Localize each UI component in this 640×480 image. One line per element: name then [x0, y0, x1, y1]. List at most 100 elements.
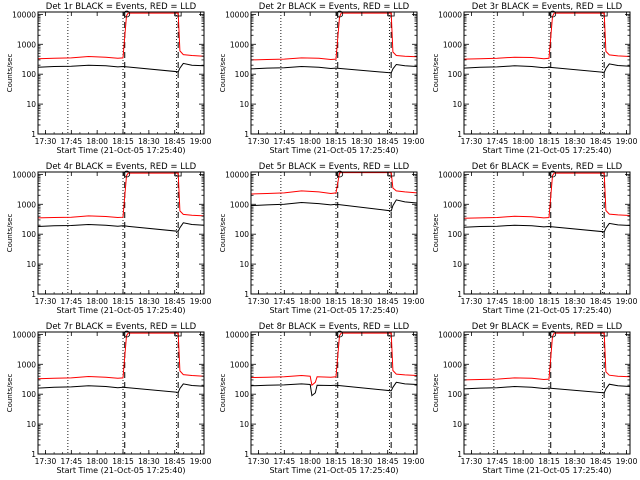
y-tick-label: 1000: [17, 40, 36, 49]
y-tick-label: 1000: [230, 200, 249, 209]
x-tick-label: 18:00: [299, 137, 321, 146]
x-tick-label: 17:45: [487, 297, 509, 306]
y-tick-label: 1: [31, 130, 36, 139]
panel-title: Det 6r BLACK = Events, RED = LLD: [472, 162, 623, 172]
y-tick-label: 100: [448, 390, 463, 399]
x-tick-label: 18:30: [138, 457, 160, 466]
y-tick-label: 10000: [438, 170, 462, 179]
panel-det-7: Det 7r BLACK = Events, RED = LLD 1 10 100 10…: [6, 322, 212, 475]
x-axis-label: Start Time (21-Oct-05 17:25:40): [56, 306, 185, 315]
x-tick-label: 18:30: [564, 297, 586, 306]
panel-det-6: Det 6r BLACK = Events, RED = LLD 1 10 100 10…: [432, 162, 638, 315]
x-tick-label: 18:15: [538, 457, 560, 466]
panel-title: Det 4r BLACK = Events, RED = LLD: [46, 162, 197, 172]
y-tick-label: 10: [239, 100, 249, 109]
y-axis-label: Counts/sec: [6, 54, 14, 93]
y-tick-label: 1: [244, 290, 249, 299]
x-tick-label: 18:30: [564, 137, 586, 146]
spike-marker: [123, 10, 131, 18]
x-tick-label: 17:30: [461, 457, 483, 466]
x-tick-label: 17:30: [461, 297, 483, 306]
panel-det-4: Det 4r BLACK = Events, RED = LLD 1 10 100 10…: [6, 162, 212, 315]
x-tick-label: 18:00: [512, 137, 534, 146]
y-axis-label: Counts/sec: [219, 374, 227, 413]
y-tick-label: 1000: [443, 200, 462, 209]
x-tick-label: 18:00: [86, 297, 108, 306]
lld-rate-line: [37, 332, 205, 380]
events-rate-line: [250, 381, 418, 397]
panel-det-2: Det 2r BLACK = Events, RED = LLD 1 10 100 10…: [219, 2, 425, 155]
x-axis-label: Start Time (21-Oct-05 17:25:40): [56, 466, 185, 475]
plot-frame: [37, 171, 205, 295]
x-tick-label: 19:00: [403, 137, 425, 146]
x-tick-label: 17:45: [487, 137, 509, 146]
y-tick-label: 1: [457, 290, 462, 299]
x-tick-label: 17:30: [248, 137, 270, 146]
y-axis-label: Counts/sec: [6, 374, 14, 413]
y-axis-label: Counts/sec: [432, 54, 440, 93]
x-tick-label: 17:30: [461, 137, 483, 146]
y-tick-label: 1: [244, 450, 249, 459]
lld-rate-line: [250, 172, 418, 195]
x-tick-label: 18:00: [512, 457, 534, 466]
x-tick-label: 17:45: [61, 457, 83, 466]
spike-marker: [549, 330, 557, 338]
panel-title: Det 2r BLACK = Events, RED = LLD: [259, 2, 410, 12]
events-rate-line: [463, 63, 631, 73]
x-axis-label: Start Time (21-Oct-05 17:25:40): [482, 466, 611, 475]
y-tick-label: 100: [22, 390, 37, 399]
panel-title: Det 7r BLACK = Events, RED = LLD: [46, 322, 197, 332]
y-axis-label: Counts/sec: [219, 214, 227, 253]
x-tick-label: 18:15: [112, 137, 134, 146]
y-tick-label: 10: [452, 100, 462, 109]
x-axis-label: Start Time (21-Oct-05 17:25:40): [482, 146, 611, 155]
plot-frame: [250, 11, 418, 135]
spike-marker: [336, 170, 344, 178]
spike-marker: [336, 10, 344, 18]
y-tick-label: 100: [448, 230, 463, 239]
x-tick-label: 17:45: [274, 137, 296, 146]
y-tick-label: 1000: [443, 360, 462, 369]
x-tick-label: 18:45: [590, 137, 612, 146]
x-tick-label: 18:00: [86, 457, 108, 466]
x-tick-label: 18:30: [351, 457, 373, 466]
x-tick-label: 17:45: [61, 137, 83, 146]
lld-rate-line: [463, 12, 631, 60]
x-tick-label: 18:00: [299, 297, 321, 306]
y-tick-label: 1: [244, 130, 249, 139]
x-tick-label: 18:15: [538, 137, 560, 146]
spike-marker: [549, 10, 557, 18]
y-tick-label: 10000: [225, 330, 249, 339]
x-tick-label: 17:30: [248, 457, 270, 466]
lld-rate-line: [37, 172, 205, 219]
y-axis-label: Counts/sec: [432, 374, 440, 413]
y-tick-label: 1: [31, 450, 36, 459]
spike-marker: [123, 330, 131, 338]
y-tick-label: 1000: [17, 360, 36, 369]
events-rate-line: [463, 222, 631, 233]
y-tick-label: 10: [26, 100, 36, 109]
spike-marker: [123, 170, 131, 178]
y-tick-label: 10000: [12, 330, 36, 339]
y-tick-label: 100: [22, 70, 37, 79]
panel-det-1: Det 1r BLACK = Events, RED = LLD 1 10 100 10…: [6, 2, 212, 155]
x-tick-label: 19:00: [616, 457, 638, 466]
y-tick-label: 10000: [225, 10, 249, 19]
y-tick-label: 10000: [225, 170, 249, 179]
y-tick-label: 1000: [443, 40, 462, 49]
x-tick-label: 19:00: [616, 137, 638, 146]
y-tick-label: 10000: [12, 10, 36, 19]
x-tick-label: 19:00: [616, 297, 638, 306]
y-tick-label: 100: [22, 230, 37, 239]
x-tick-label: 17:30: [35, 137, 57, 146]
plot-frame: [463, 171, 631, 295]
x-tick-label: 19:00: [190, 457, 212, 466]
y-tick-label: 1: [457, 450, 462, 459]
y-tick-label: 1000: [230, 360, 249, 369]
lld-rate-line: [463, 172, 631, 219]
x-tick-label: 18:30: [351, 297, 373, 306]
y-tick-label: 10000: [438, 330, 462, 339]
x-tick-label: 17:45: [61, 297, 83, 306]
y-tick-label: 1000: [230, 40, 249, 49]
plot-frame: [37, 331, 205, 455]
